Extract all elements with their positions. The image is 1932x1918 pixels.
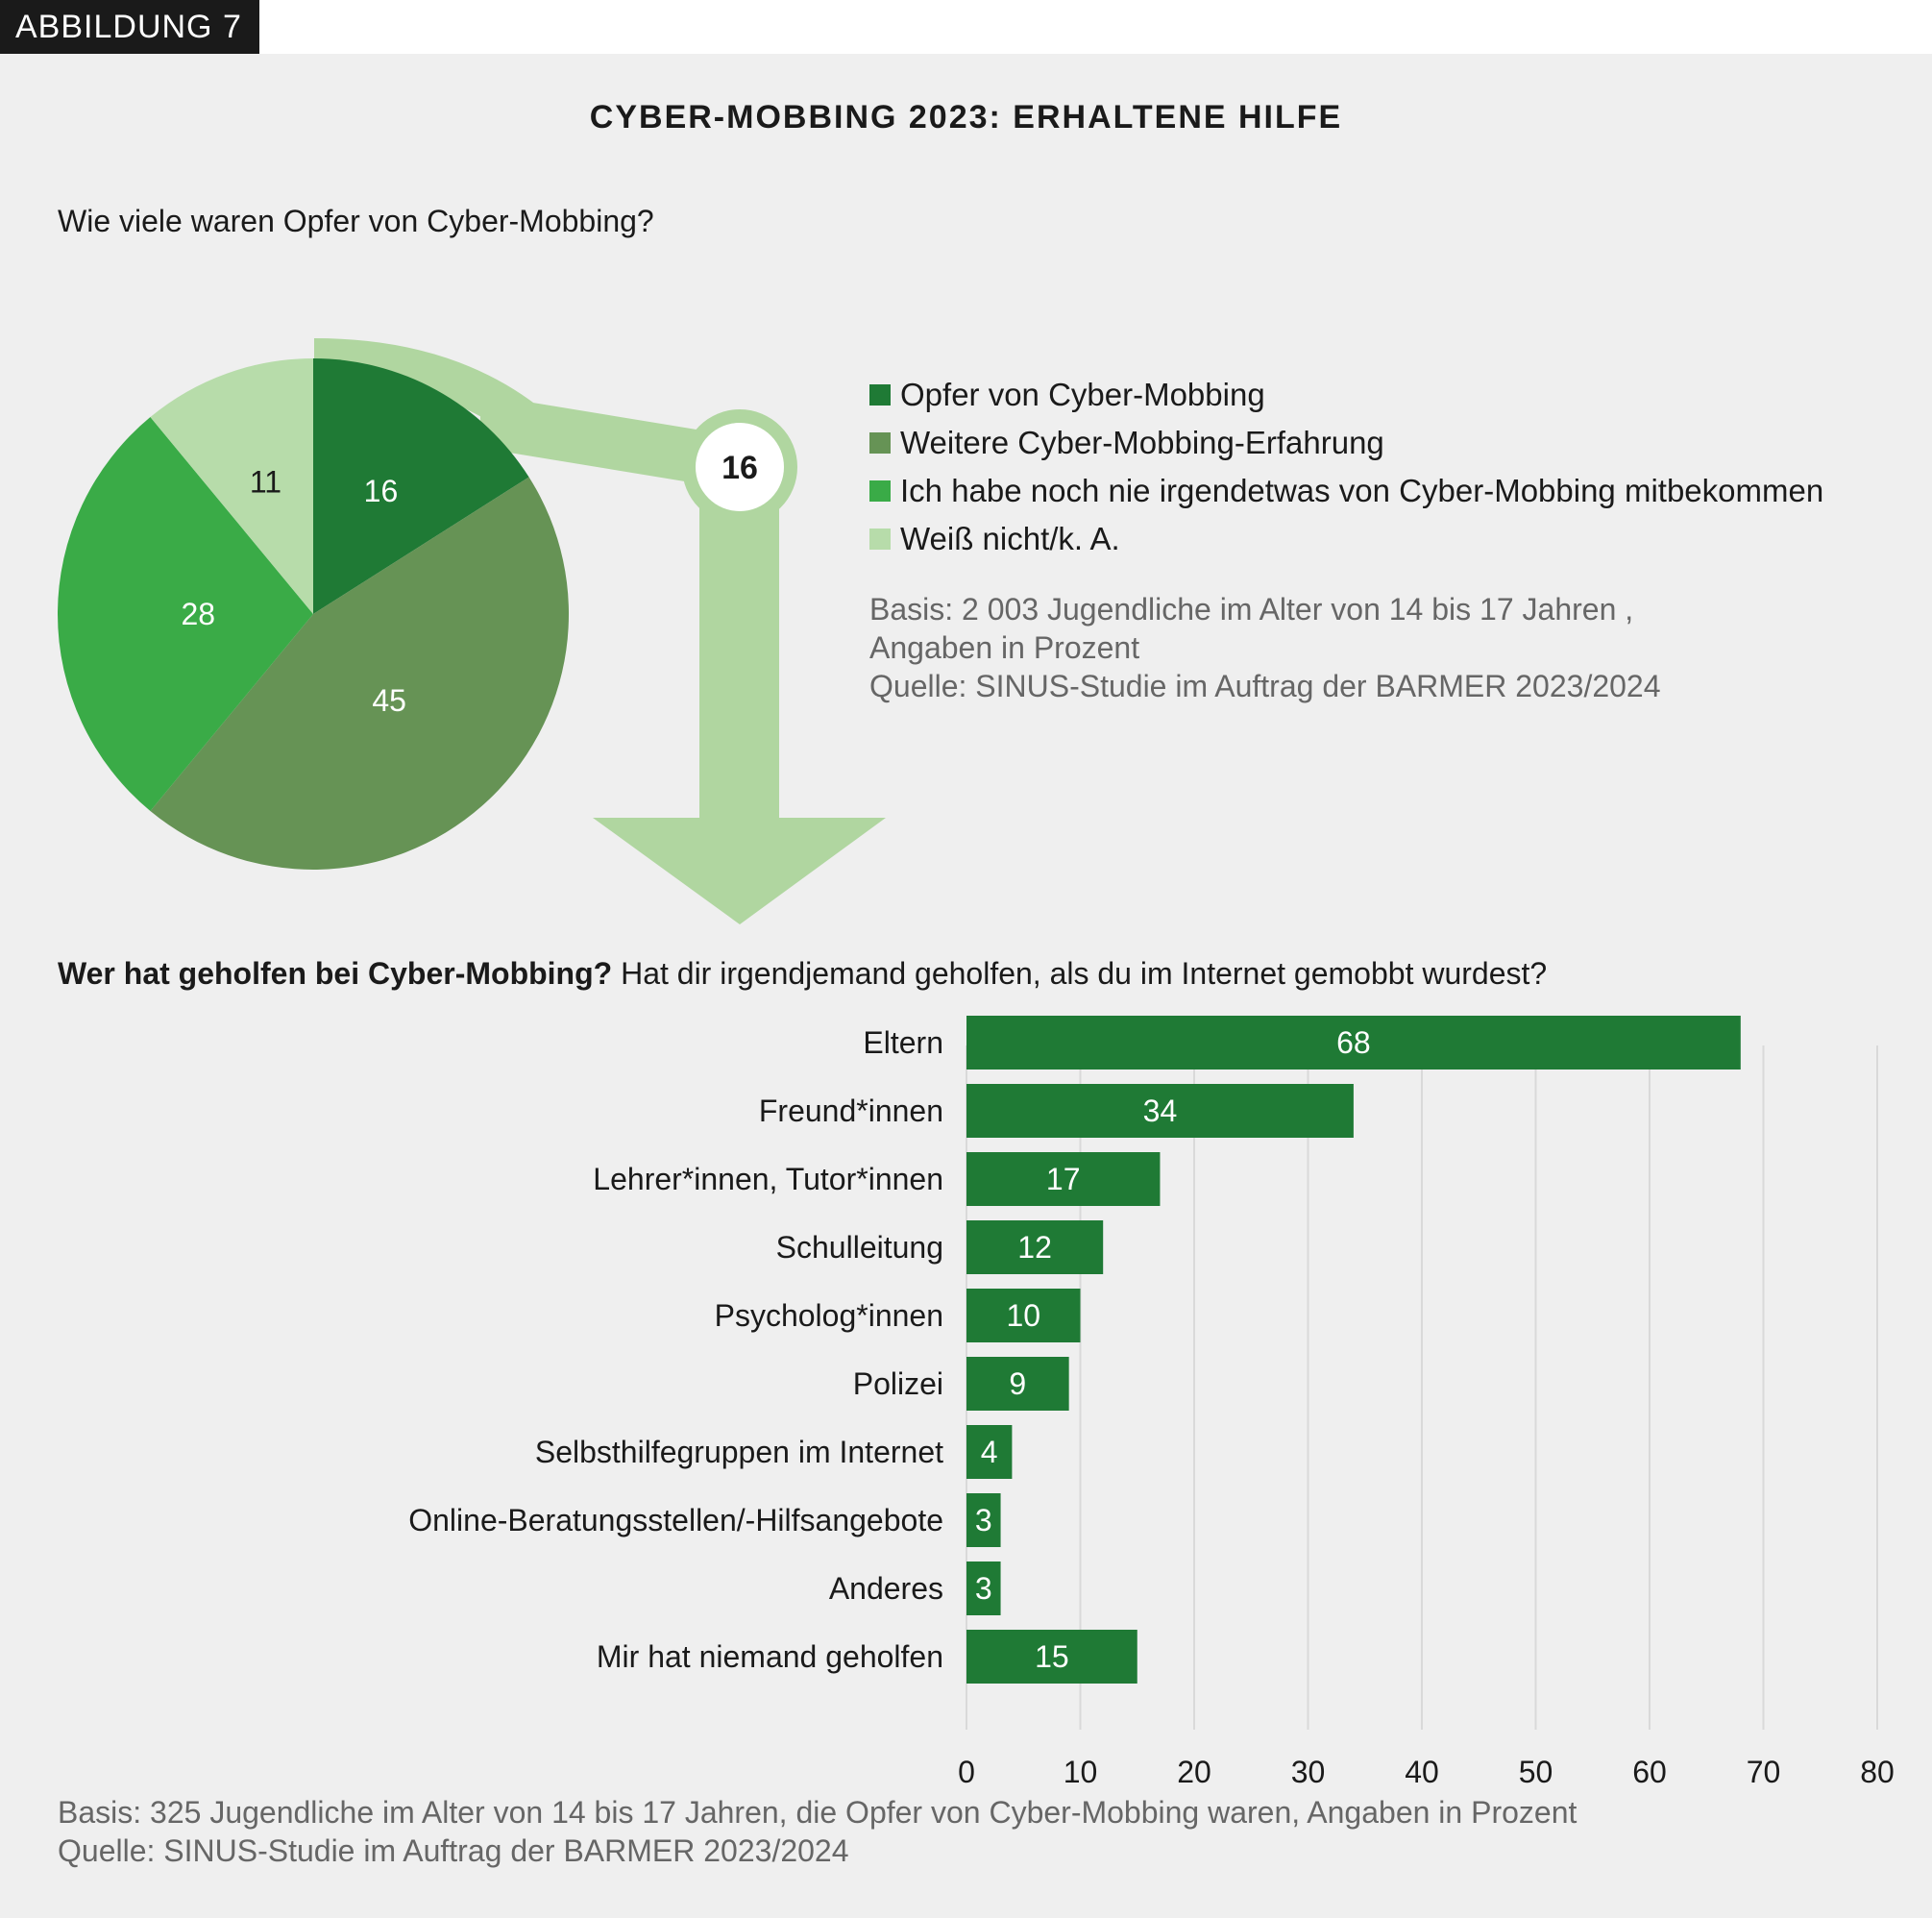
bar-value-label: 10 [1006, 1298, 1040, 1333]
bar-source: Quelle: SINUS-Studie im Auftrag der BARM… [58, 1833, 849, 1868]
bar-value-label: 3 [975, 1571, 992, 1606]
bar [966, 1152, 1161, 1206]
category-label: Eltern [863, 1025, 943, 1060]
legend-label: Opfer von Cyber-Mobbing [900, 377, 1265, 412]
category-label: Online-Beratungsstellen/-Hilfsangebote [408, 1503, 943, 1537]
pie-slice [313, 358, 529, 614]
pie-slice-label: 45 [372, 683, 406, 718]
pie-chart: 16 45 28 11 [58, 358, 570, 871]
legend-item-further-experience: Weitere Cyber-Mobbing-Erfahrung [869, 425, 1384, 461]
bar [966, 1357, 1069, 1411]
bar [966, 1630, 1137, 1684]
bar [966, 1493, 1001, 1547]
x-tick-label: 30 [1291, 1755, 1326, 1789]
category-label: Freund*innen [759, 1094, 943, 1128]
bar-value-label: 15 [1035, 1639, 1069, 1674]
category-label: Lehrer*innen, Tutor*innen [593, 1162, 943, 1196]
category-label: Mir hat niemand geholfen [597, 1639, 943, 1674]
bar-value-label: 68 [1336, 1025, 1371, 1060]
legend-swatch [869, 529, 891, 550]
chart-title: CYBER-MOBBING 2023: ERHALTENE HILFE [589, 99, 1343, 135]
bar [966, 1425, 1013, 1479]
pie-basis-line2: Angaben in Prozent [869, 630, 1140, 665]
x-tick-label: 40 [1405, 1755, 1439, 1789]
pie-basis-line1: Basis: 2 003 Jugendliche im Alter von 14… [869, 592, 1634, 627]
bar [966, 1220, 1104, 1274]
legend-label: Weitere Cyber-Mobbing-Erfahrung [900, 425, 1384, 460]
pie-slice [150, 477, 570, 871]
legend-swatch [869, 480, 891, 502]
category-label: Anderes [829, 1571, 943, 1606]
legend-swatch [869, 432, 891, 454]
category-label: Polizei [853, 1366, 943, 1401]
x-tick-label: 10 [1064, 1755, 1098, 1789]
callout-connector [480, 394, 697, 483]
category-label: Schulleitung [776, 1230, 943, 1265]
callout-value: 16 [721, 450, 758, 486]
x-tick-label: 80 [1860, 1755, 1895, 1789]
pie-slice [150, 358, 313, 614]
bar-value-label: 3 [975, 1503, 992, 1537]
callout-circle-inner [696, 423, 784, 511]
x-tick-label: 0 [958, 1755, 975, 1789]
bar [966, 1289, 1081, 1342]
legend-item-dont-know: Weiß nicht/k. A. [869, 521, 1120, 557]
bar-question: Wer hat geholfen bei Cyber-Mobbing? Hat … [58, 956, 1547, 992]
legend-item-never: Ich habe noch nie irgendetwas von Cyber-… [869, 473, 1823, 509]
bar-value-label: 9 [1009, 1366, 1026, 1401]
pie-slice [58, 417, 314, 811]
x-tick-label: 50 [1519, 1755, 1553, 1789]
bar [966, 1561, 1001, 1615]
category-label: Selbsthilfegruppen im Internet [535, 1435, 943, 1469]
callout-arrow [593, 500, 886, 924]
bar-basis: Basis: 325 Jugendliche im Alter von 14 b… [58, 1795, 1577, 1830]
bar-value-label: 4 [981, 1435, 998, 1469]
pie-source: Quelle: SINUS-Studie im Auftrag der BARM… [869, 669, 1661, 703]
figure-badge: ABBILDUNG 7 [0, 0, 259, 54]
bar-value-label: 34 [1143, 1094, 1178, 1128]
pie-slice-label: 11 [250, 464, 281, 499]
bar-question-rest: Hat dir irgendjemand geholfen, als du im… [612, 956, 1548, 991]
pie-question: Wie viele waren Opfer von Cyber-Mobbing? [58, 204, 654, 238]
x-tick-label: 60 [1632, 1755, 1667, 1789]
pie-slice-label: 16 [364, 474, 399, 508]
bar-value-label: 17 [1046, 1162, 1081, 1196]
legend-item-victim: Opfer von Cyber-Mobbing [869, 377, 1265, 413]
x-tick-label: 70 [1747, 1755, 1781, 1789]
bar-value-label: 12 [1017, 1230, 1052, 1265]
bar [966, 1084, 1354, 1138]
legend-label: Ich habe noch nie irgendetwas von Cyber-… [900, 473, 1824, 508]
x-tick-label: 20 [1177, 1755, 1211, 1789]
bar [966, 1016, 1741, 1070]
pie-slice-label: 28 [182, 597, 216, 631]
legend-label: Weiß nicht/k. A. [900, 521, 1120, 556]
legend-swatch [869, 384, 891, 406]
bar-question-bold: Wer hat geholfen bei Cyber-Mobbing? [58, 956, 613, 991]
category-label: Psycholog*innen [715, 1298, 943, 1333]
